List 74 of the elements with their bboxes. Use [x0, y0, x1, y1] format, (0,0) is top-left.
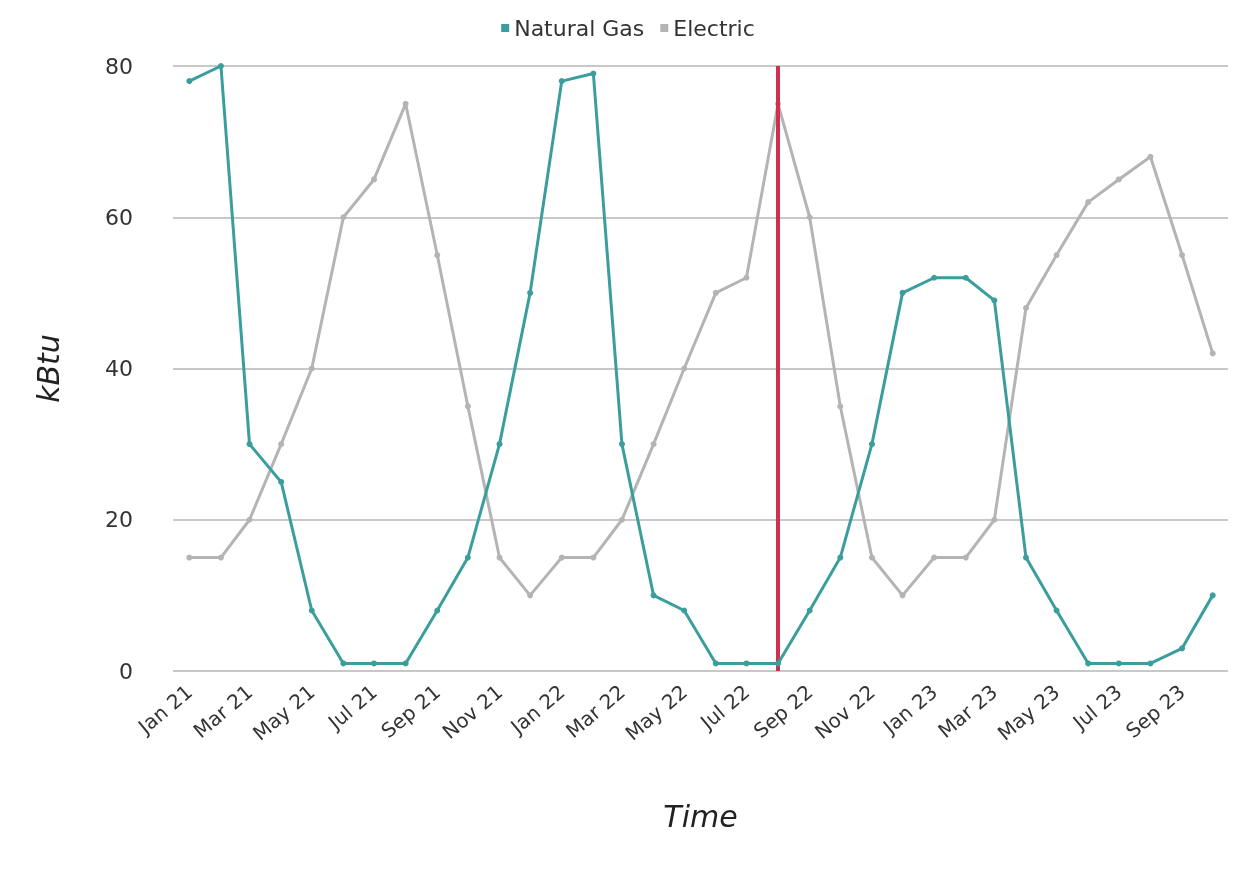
point — [464, 403, 471, 410]
point — [962, 274, 969, 281]
point — [371, 660, 377, 667]
point — [650, 592, 657, 599]
point — [308, 607, 315, 614]
point — [217, 554, 224, 561]
point — [590, 70, 597, 77]
point — [558, 554, 565, 561]
y-axis-title: kBtu — [30, 334, 66, 403]
point — [340, 660, 347, 667]
point — [496, 441, 503, 448]
point — [496, 554, 503, 561]
point — [1022, 305, 1029, 311]
point — [590, 554, 597, 561]
point — [743, 660, 750, 667]
point — [681, 365, 688, 372]
point — [1147, 153, 1154, 160]
y-tick-label: 0 — [119, 658, 133, 684]
point — [931, 554, 938, 561]
point — [712, 660, 719, 667]
point — [558, 78, 565, 85]
point — [340, 214, 347, 221]
point — [246, 441, 253, 448]
point — [1115, 660, 1122, 667]
point — [1085, 660, 1092, 667]
point — [217, 63, 224, 69]
point — [1209, 350, 1216, 357]
point — [1209, 592, 1216, 599]
point — [868, 441, 875, 448]
point — [186, 78, 193, 85]
point — [464, 554, 471, 561]
point — [1115, 176, 1122, 183]
point — [991, 297, 998, 304]
point — [837, 403, 844, 410]
point — [1085, 199, 1092, 206]
point — [1179, 645, 1186, 652]
point — [246, 516, 253, 523]
point — [1022, 554, 1029, 561]
point — [650, 441, 657, 448]
point — [308, 365, 315, 372]
point — [402, 100, 409, 107]
point — [618, 516, 625, 523]
point — [434, 252, 441, 259]
point — [278, 441, 285, 448]
y-tick-label: 60 — [105, 204, 133, 230]
y-tick-label: 20 — [105, 507, 133, 533]
point — [402, 660, 409, 667]
point — [868, 554, 875, 561]
point — [278, 478, 285, 485]
point — [527, 289, 534, 296]
point — [1053, 607, 1060, 614]
point — [1053, 252, 1060, 259]
point — [806, 214, 813, 221]
point — [743, 274, 750, 281]
point — [371, 176, 377, 183]
legend-label: Electric — [673, 15, 755, 41]
point — [962, 554, 969, 561]
point — [527, 592, 534, 599]
x-axis-title: Time — [663, 798, 738, 834]
x-tick-label: Jul 21 — [321, 679, 382, 736]
legend-label: Natural Gas — [514, 15, 645, 41]
point — [1147, 660, 1154, 667]
point — [931, 274, 938, 281]
point — [681, 607, 688, 614]
point — [991, 516, 998, 523]
x-tick-label: Jul 22 — [694, 679, 755, 736]
point — [775, 660, 782, 667]
y-tick-label: 40 — [105, 356, 133, 381]
point — [712, 289, 719, 296]
y-tick-label: 80 — [105, 53, 133, 79]
point — [618, 441, 625, 448]
point — [434, 607, 441, 614]
point — [1179, 252, 1186, 259]
point — [899, 289, 906, 296]
